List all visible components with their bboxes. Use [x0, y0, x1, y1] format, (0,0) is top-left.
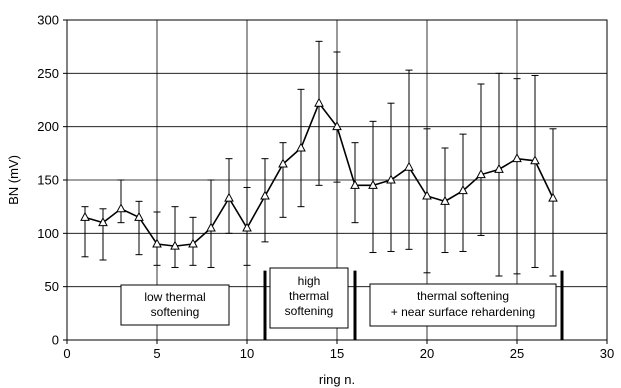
annotation-text-line: softening: [151, 305, 200, 319]
annotation-thermal-softening-rehardening: thermal softening + near surface reharde…: [369, 283, 557, 327]
data-point-marker: [386, 174, 396, 184]
data-point-marker: [440, 195, 450, 205]
y-tick-label: 250: [37, 66, 59, 81]
y-axis-title: BN (mV): [6, 155, 21, 205]
data-point-marker: [260, 190, 270, 200]
data-point-marker: [476, 169, 486, 179]
data-point-marker: [170, 240, 180, 250]
data-point-marker: [368, 179, 378, 189]
data-point-marker: [548, 192, 558, 202]
y-tick-label: 200: [37, 119, 59, 134]
error-bars: [81, 40, 557, 277]
data-markers: [80, 97, 558, 250]
data-point-marker: [152, 238, 162, 248]
annotation-box-rehardening: [369, 283, 557, 327]
data-point-marker: [278, 158, 288, 168]
annotation-text-line: thermal: [289, 289, 329, 303]
zone-dividers: [263, 270, 564, 340]
data-point-marker: [530, 155, 540, 165]
annotation-text-line: high: [298, 274, 321, 288]
x-axis-title: ring n.: [319, 372, 355, 387]
data-point-marker: [188, 238, 198, 248]
x-tick-label: 15: [330, 346, 344, 361]
data-point-marker: [404, 161, 414, 171]
x-tick-label: 30: [600, 346, 614, 361]
x-tick-label: 20: [420, 346, 434, 361]
annotation-box-high: [269, 267, 349, 329]
data-point-marker: [98, 217, 108, 227]
data-point-marker: [206, 222, 216, 232]
annotation-box-low: [120, 284, 230, 326]
annotation-high-thermal-softening: high thermal softening: [269, 267, 349, 329]
annotation-text-line: low thermal: [144, 290, 205, 304]
y-tick-label: 150: [37, 173, 59, 188]
x-tick-label: 25: [510, 346, 524, 361]
data-point-marker: [350, 179, 360, 189]
data-point-marker: [314, 97, 324, 107]
data-point-marker: [80, 211, 90, 221]
data-point-marker: [458, 185, 468, 195]
data-point-marker: [296, 142, 306, 152]
y-tick-label: 0: [52, 333, 59, 348]
annotation-text-line: + near surface rehardening: [391, 305, 535, 319]
data-point-marker: [422, 190, 432, 200]
data-point-marker: [134, 211, 144, 221]
data-point-marker: [332, 121, 342, 131]
x-tick-label: 0: [63, 346, 70, 361]
zone-annotations: low thermal softening high thermal softe…: [120, 267, 557, 329]
data-point-marker: [512, 153, 522, 163]
y-tick-label: 100: [37, 226, 59, 241]
annotation-text-line: softening: [285, 304, 334, 318]
data-point-marker: [494, 163, 504, 173]
x-tick-label: 10: [240, 346, 254, 361]
data-point-marker: [242, 222, 252, 232]
data-point-marker: [116, 203, 126, 213]
x-tick-label: 5: [153, 346, 160, 361]
y-tick-label: 300: [37, 13, 59, 28]
y-tick-label: 50: [45, 279, 59, 294]
annotation-text-line: thermal softening: [417, 289, 509, 303]
data-point-marker: [224, 192, 234, 202]
annotation-low-thermal-softening: low thermal softening: [120, 284, 230, 326]
